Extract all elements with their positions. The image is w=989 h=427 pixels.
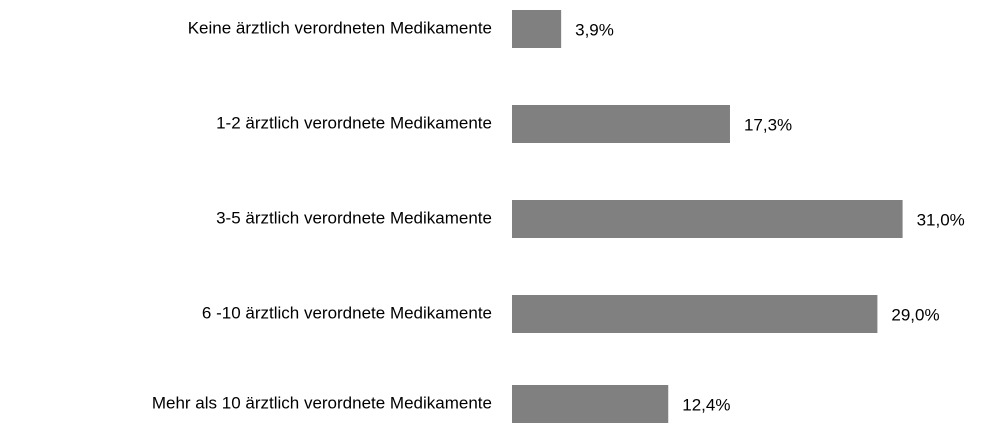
value-label: 31,0%: [917, 210, 965, 229]
category-label: Mehr als 10 ärztlich verordnete Medikame…: [152, 393, 492, 412]
category-label: 6 -10 ärztlich verordnete Medikamente: [202, 303, 492, 322]
value-label: 3,9%: [575, 20, 614, 39]
value-label: 29,0%: [891, 305, 939, 324]
bar: [512, 295, 878, 333]
value-label: 17,3%: [744, 115, 792, 134]
bar: [512, 10, 562, 48]
value-label: 12,4%: [682, 395, 730, 414]
category-label: Keine ärztlich verordneten Medikamente: [188, 18, 492, 37]
category-label: 1-2 ärztlich verordnete Medikamente: [216, 113, 492, 132]
bar: [512, 105, 730, 143]
category-label: 3-5 ärztlich verordnete Medikamente: [216, 208, 492, 227]
bar: [512, 200, 903, 238]
bar: [512, 385, 669, 423]
